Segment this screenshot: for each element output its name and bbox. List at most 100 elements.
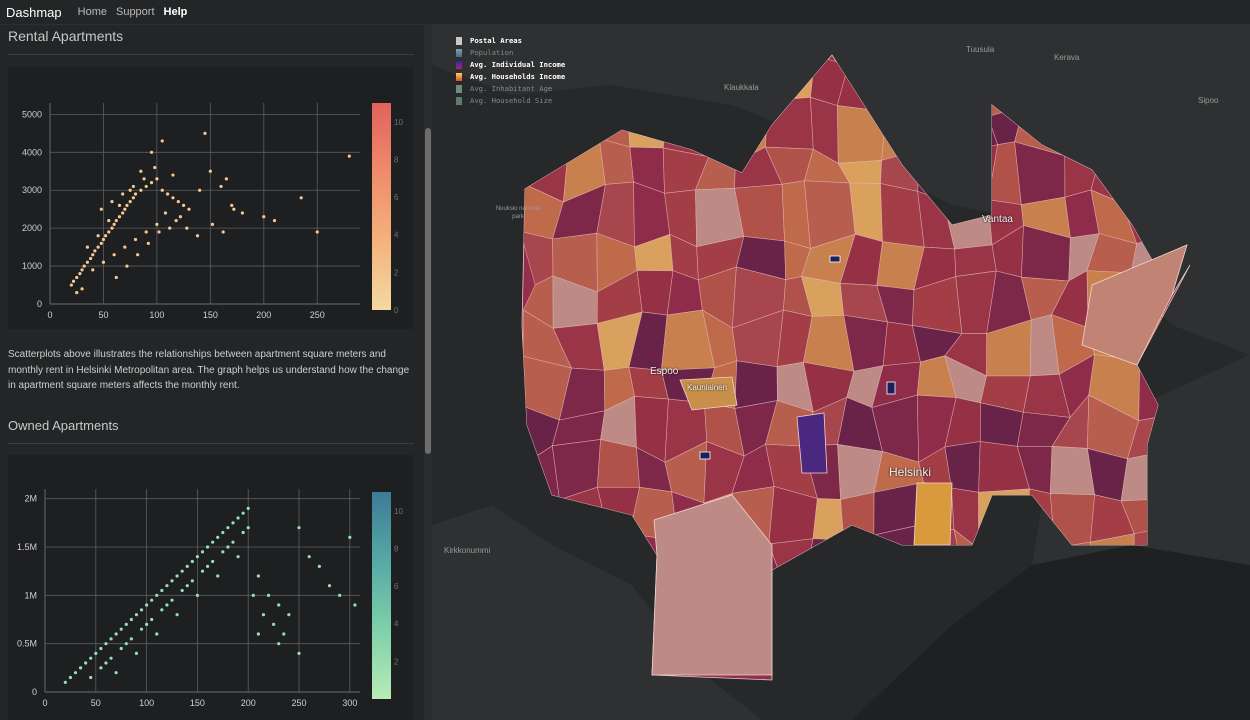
scatter-point[interactable] — [114, 632, 118, 636]
scatter-point[interactable] — [133, 192, 138, 196]
postal-area-low-income[interactable] — [796, 412, 828, 474]
scatter-point[interactable] — [96, 245, 100, 249]
scatter-point[interactable] — [219, 184, 223, 189]
scatter-point[interactable] — [246, 506, 250, 510]
scatter-point[interactable] — [327, 584, 332, 588]
postal-area[interactable] — [662, 100, 710, 158]
scatter-point[interactable] — [287, 613, 291, 617]
scatter-point[interactable] — [205, 545, 210, 549]
postal-area-highlight-south[interactable] — [651, 494, 773, 676]
postal-area[interactable] — [807, 614, 845, 668]
nav-help-link[interactable]: Help — [163, 6, 188, 18]
scatter-points[interactable] — [69, 131, 351, 295]
scatter-point[interactable] — [96, 234, 100, 238]
scatter-point[interactable] — [82, 264, 86, 268]
scatter-point[interactable] — [139, 188, 143, 192]
scatter-point[interactable] — [91, 253, 95, 257]
scatter-point[interactable] — [85, 245, 90, 249]
postal-area[interactable] — [706, 104, 747, 163]
postal-area[interactable] — [768, 538, 814, 580]
postal-area-small[interactable] — [699, 451, 711, 460]
scatter-point[interactable] — [168, 226, 172, 230]
scatter-points[interactable] — [63, 506, 357, 684]
scatter-point[interactable] — [110, 226, 114, 230]
scatter-point[interactable] — [176, 200, 180, 204]
scatter-point[interactable] — [261, 613, 266, 617]
scatter-point[interactable] — [299, 196, 303, 200]
scatter-point[interactable] — [175, 574, 179, 578]
scatter-point[interactable] — [230, 203, 234, 207]
scatter-point[interactable] — [109, 637, 113, 641]
scatter-point[interactable] — [315, 230, 319, 234]
legend-item-avg-individual-income[interactable]: Avg. Individual Income — [456, 59, 565, 71]
scatter-point[interactable] — [145, 622, 149, 626]
scatter-point[interactable] — [347, 154, 351, 158]
scatter-point[interactable] — [353, 603, 357, 607]
scatter-point[interactable] — [185, 226, 189, 230]
scatter-point[interactable] — [272, 218, 277, 223]
scatter-point[interactable] — [145, 603, 149, 607]
scatter-point[interactable] — [99, 646, 103, 651]
scatter-point[interactable] — [195, 555, 200, 559]
scatter-point[interactable] — [150, 598, 154, 602]
scatter-point[interactable] — [256, 632, 260, 636]
scatter-point[interactable] — [153, 165, 157, 170]
scatter-point[interactable] — [131, 196, 135, 200]
scatter-point[interactable] — [200, 550, 205, 554]
scatter-point[interactable] — [190, 559, 194, 564]
postal-area[interactable] — [777, 569, 818, 636]
scatter-point[interactable] — [155, 632, 159, 636]
postal-area-small[interactable] — [886, 381, 896, 395]
scatter-point[interactable] — [112, 253, 116, 257]
brand-logo[interactable]: Dashmap — [6, 4, 62, 20]
scatter-point[interactable] — [338, 593, 342, 597]
scatter-point[interactable] — [134, 651, 139, 655]
scatter-point[interactable] — [144, 184, 148, 189]
scatter-point[interactable] — [155, 222, 159, 226]
scatter-point[interactable] — [155, 593, 159, 597]
scatter-point[interactable] — [107, 230, 111, 234]
scatter-point[interactable] — [236, 516, 240, 520]
scatter-point[interactable] — [185, 564, 189, 568]
scatter-point[interactable] — [99, 241, 103, 245]
scatter-point[interactable] — [93, 249, 97, 253]
scatter-point[interactable] — [210, 222, 215, 226]
scatter-point[interactable] — [195, 234, 200, 238]
postal-area-helsinki-centre[interactable] — [913, 482, 953, 546]
rental-scatter-plot[interactable]: 0 50 100 150 200 250 0 1000 2000 3000 4000 5000 0 2 4 6… — [8, 67, 413, 329]
scatter-point[interactable] — [155, 177, 159, 181]
scatter-point[interactable] — [216, 535, 220, 539]
scatter-point[interactable] — [170, 598, 174, 602]
scatter-point[interactable] — [185, 584, 189, 588]
scatter-point[interactable] — [134, 613, 139, 617]
scatter-point[interactable] — [124, 642, 128, 646]
scatter-point[interactable] — [114, 671, 118, 675]
scatter-point[interactable] — [317, 564, 321, 568]
nav-support-link[interactable]: Support — [115, 6, 155, 18]
postal-area[interactable] — [636, 270, 674, 316]
owned-scatter-plot[interactable]: 0 50 100 150 200 250 300 0 0.5M 1M 1.5M 2M 2 4 6 8 10 — [8, 455, 413, 720]
scatter-point[interactable] — [136, 253, 140, 257]
scatter-point[interactable] — [99, 666, 103, 670]
scatter-point[interactable] — [99, 207, 103, 211]
scatter-point[interactable] — [178, 215, 183, 219]
scatter-point[interactable] — [128, 200, 132, 204]
rental-scatter-card[interactable]: 0 50 100 150 200 250 0 1000 2000 3000 4000 5000 0 2 4 6… — [8, 67, 413, 329]
postal-area-kauniainen[interactable] — [679, 376, 738, 411]
scatter-point[interactable] — [277, 642, 281, 646]
legend-item-population[interactable]: Population — [456, 47, 565, 59]
scatter-point[interactable] — [211, 540, 215, 544]
postal-area[interactable] — [734, 360, 778, 409]
scatter-point[interactable] — [256, 574, 260, 578]
postal-area[interactable] — [627, 100, 669, 149]
postal-area[interactable] — [558, 103, 600, 155]
scatter-point[interactable] — [297, 651, 301, 655]
scatter-point[interactable] — [101, 237, 106, 242]
scatter-point[interactable] — [117, 203, 122, 207]
scatter-point[interactable] — [195, 593, 200, 597]
scatter-point[interactable] — [171, 173, 175, 177]
scatter-point[interactable] — [170, 579, 174, 583]
legend-item-postal-areas[interactable]: Postal Areas — [456, 35, 565, 47]
scatter-point[interactable] — [75, 275, 79, 280]
scatter-point[interactable] — [121, 211, 125, 215]
